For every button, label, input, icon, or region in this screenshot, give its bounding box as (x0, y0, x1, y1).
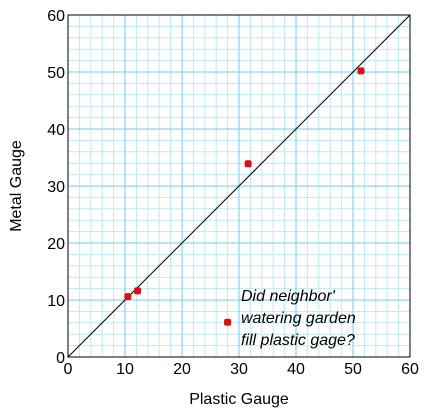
x-tick-label: 60 (401, 361, 419, 378)
y-tick-label: 60 (47, 8, 65, 25)
y-tick-labels: 0 10 20 30 40 50 60 (47, 8, 65, 367)
y-tick-label: 0 (56, 350, 65, 367)
x-axis-title: Plastic Gauge (189, 391, 289, 408)
data-points (124, 67, 365, 326)
x-tick-label: 50 (344, 361, 362, 378)
x-tick-label: 0 (64, 361, 73, 378)
annotation-line-3: fill plastic gage? (241, 332, 355, 349)
plot-frame (67, 14, 411, 358)
y-tick-label: 30 (47, 179, 65, 196)
y-tick-label: 10 (47, 293, 65, 310)
reference-line-y-equals-x (67, 14, 411, 358)
data-point (124, 293, 132, 301)
y-axis-title: Metal Gauge (8, 140, 25, 232)
annotation-line-1: Did neighbor' (241, 288, 336, 305)
data-point (134, 287, 142, 295)
y-tick-label: 20 (47, 236, 65, 253)
annotation-line-2: watering garden (241, 310, 356, 327)
data-point (244, 160, 252, 168)
x-tick-label: 20 (173, 361, 191, 378)
x-tick-label: 30 (230, 361, 248, 378)
x-tick-label: 10 (116, 361, 134, 378)
data-point (224, 318, 232, 326)
x-tick-label: 40 (287, 361, 305, 378)
data-point (357, 67, 365, 75)
y-tick-label: 40 (47, 122, 65, 139)
y-tick-label: 50 (47, 65, 65, 82)
x-tick-labels: 0 10 20 30 40 50 60 (64, 361, 419, 378)
